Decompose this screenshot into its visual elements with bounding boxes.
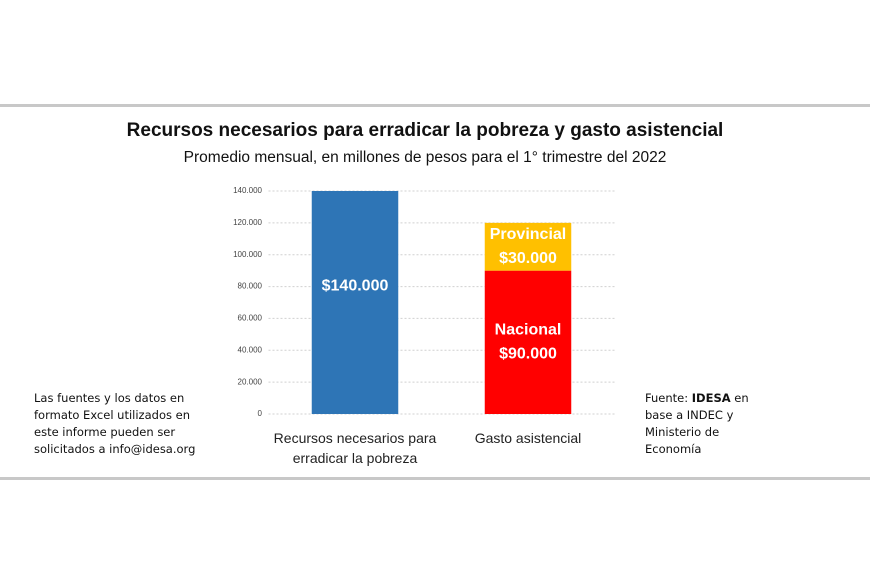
y-tick-label: 100.000 xyxy=(233,250,262,259)
x-tick-label: Gasto asistencial xyxy=(474,430,582,446)
x-tick-label: Recursos necesarios para erradicar la po… xyxy=(273,430,437,466)
y-tick-label: 80.000 xyxy=(238,282,263,291)
source-prefix: Fuente: xyxy=(645,391,689,405)
y-tick-label: 120.000 xyxy=(233,218,262,227)
divider xyxy=(0,477,870,480)
source-name: IDESA xyxy=(691,391,731,405)
segment-name: Nacional xyxy=(495,322,562,339)
divider xyxy=(0,104,870,107)
value-label: $90.000 xyxy=(499,346,557,363)
value-label: $30.000 xyxy=(499,250,557,267)
footnote: Las fuentes y los datos en formato Excel… xyxy=(34,391,196,456)
y-tick-label: 20.000 xyxy=(238,377,263,386)
value-label: $140.000 xyxy=(322,278,389,295)
source-note: Fuente: IDESA en base a INDEC y Minister… xyxy=(645,390,770,458)
y-tick-label: 140.000 xyxy=(233,186,262,195)
source-rest: en base a INDEC y Ministerio de Economía xyxy=(645,391,749,456)
bar-segment xyxy=(484,222,572,271)
chart-title: Recursos necesarios para erradicar la po… xyxy=(127,120,724,141)
bar-segment xyxy=(311,191,399,414)
chart-subtitle: Promedio mensual, en millones de pesos p… xyxy=(184,149,667,166)
y-tick-label: 0 xyxy=(258,409,263,418)
y-tick-label: 40.000 xyxy=(238,345,263,354)
segment-name: Provincial xyxy=(490,226,566,243)
bar-segment xyxy=(484,270,572,414)
y-tick-label: 60.000 xyxy=(238,314,263,323)
